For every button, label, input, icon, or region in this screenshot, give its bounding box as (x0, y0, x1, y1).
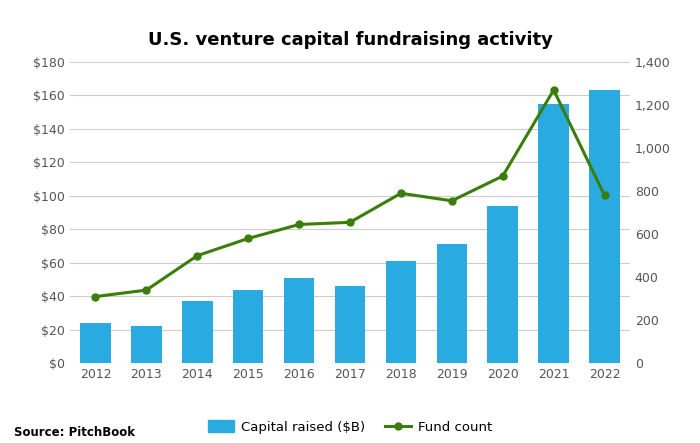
Bar (80, 323, 111, 363)
Bar (335, 286, 365, 363)
Legend: Capital raised ($B), Fund count: Capital raised ($B), Fund count (203, 415, 497, 439)
Bar (182, 301, 213, 363)
Title: U.S. venture capital fundraising activity: U.S. venture capital fundraising activit… (148, 31, 552, 49)
Bar (386, 261, 416, 363)
Text: Source: PitchBook: Source: PitchBook (14, 426, 135, 439)
Bar (233, 290, 263, 363)
Bar (284, 278, 314, 363)
Bar (131, 326, 162, 363)
Bar (589, 90, 620, 363)
Bar (487, 206, 518, 363)
Bar (538, 104, 569, 363)
Bar (437, 245, 467, 363)
